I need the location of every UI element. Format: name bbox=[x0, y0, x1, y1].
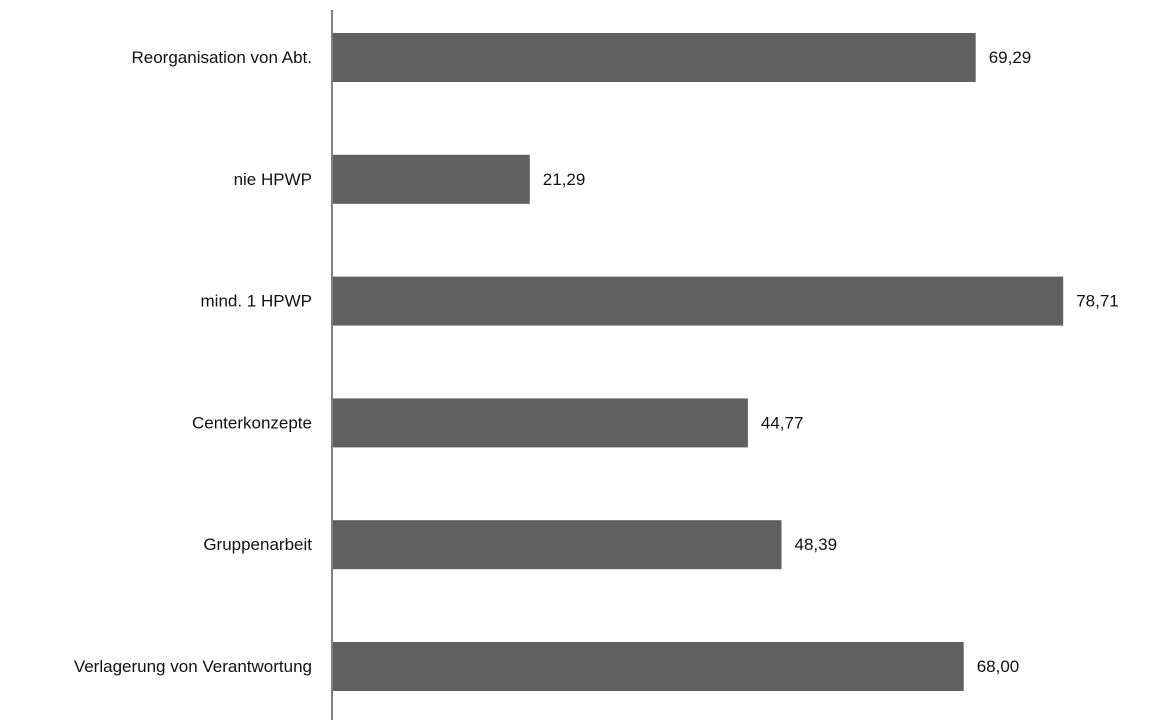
bar-0 bbox=[332, 33, 976, 82]
category-label-3: Centerkonzepte bbox=[192, 413, 312, 432]
category-label-0: Reorganisation von Abt. bbox=[131, 48, 312, 67]
bar-5 bbox=[332, 642, 964, 691]
bar-1 bbox=[332, 154, 530, 204]
category-label-2: mind. 1 HPWP bbox=[201, 292, 312, 311]
labels-layer: Reorganisation von Abt. 69,29 nie HPWP 21,2… bbox=[74, 48, 1119, 676]
category-label-5: Verlagerung von Verantwortung bbox=[74, 657, 312, 676]
category-label-1: nie HPWP bbox=[234, 170, 312, 189]
value-label-3: 44,77 bbox=[761, 413, 804, 432]
bars-layer bbox=[332, 33, 1064, 691]
value-label-4: 48,39 bbox=[795, 535, 838, 554]
category-label-4: Gruppenarbeit bbox=[203, 535, 312, 554]
value-label-1: 21,29 bbox=[543, 170, 586, 189]
bar-4 bbox=[332, 520, 782, 570]
value-label-2: 78,71 bbox=[1076, 292, 1119, 311]
bar-3 bbox=[332, 398, 748, 448]
value-label-5: 68,00 bbox=[977, 657, 1020, 676]
bar-2 bbox=[332, 276, 1064, 326]
value-label-0: 69,29 bbox=[989, 48, 1032, 67]
